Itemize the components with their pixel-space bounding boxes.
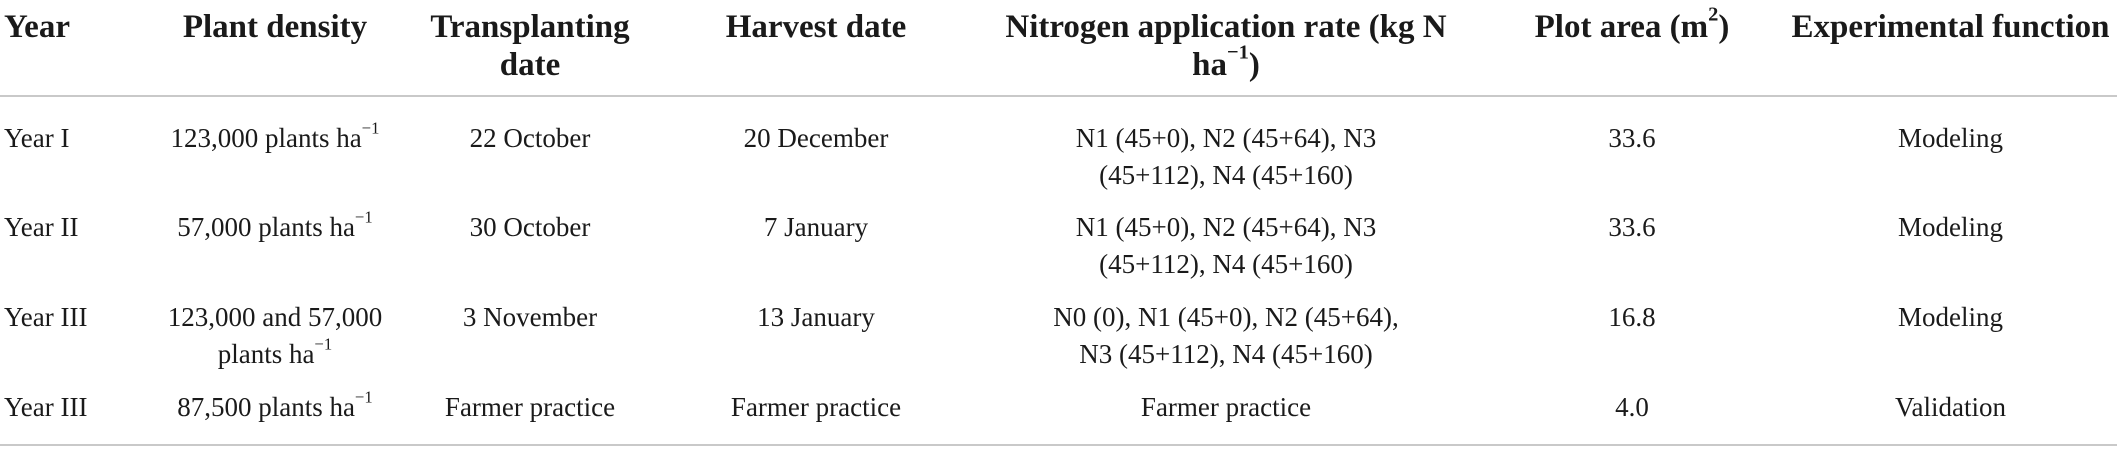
- cell-plant-density: 87,500 plants ha−1: [150, 389, 400, 445]
- cell-harvest-date: Farmer practice: [730, 392, 902, 422]
- cell-nitrogen-rate-text: N1 (45+0), N2 (45+64), N3 (45+112), N4 (…: [1075, 212, 1377, 279]
- header-plot-area-text: Plot area (m: [1534, 9, 1709, 45]
- cell-nitrogen-rate-text: N0 (0), N1 (45+0), N2 (45+64), N3 (45+11…: [1053, 302, 1399, 369]
- cell-transplanting-date: Farmer practice: [444, 392, 616, 422]
- header-harvest-date: Harvest date: [725, 9, 907, 45]
- cell-harvest-date: 13 January: [757, 302, 875, 332]
- cell-experimental-function: Validation: [1895, 392, 2006, 422]
- cell-experimental-function: Modeling: [1898, 302, 2003, 332]
- cell-experimental-function: Modeling: [1898, 123, 2003, 153]
- cell-plant-density-exponent: −1: [361, 118, 380, 138]
- cell-year: Year I: [4, 123, 70, 153]
- cell-nitrogen-rate: Farmer practice: [972, 389, 1480, 445]
- header-plot-area-exponent: 2: [1708, 3, 1719, 26]
- header-plant-density: Plant density: [182, 9, 368, 45]
- cell-plant-density: 123,000 and 57,000 plants ha−1: [150, 299, 400, 389]
- cell-plant-density-exponent: −1: [354, 387, 373, 407]
- cell-nitrogen-rate: N1 (45+0), N2 (45+64), N3 (45+112), N4 (…: [972, 96, 1480, 209]
- table-row: Year III 87,500 plants ha−1 Farmer pract…: [0, 389, 2117, 445]
- cell-nitrogen-rate-text: Farmer practice: [1140, 392, 1312, 422]
- header-nitrogen-rate-close: ): [1248, 47, 1260, 83]
- header-nitrogen-rate-text: Nitrogen application rate (kg N ha: [1005, 9, 1447, 83]
- header-nitrogen-rate: Nitrogen application rate (kg N ha−1): [972, 0, 1480, 96]
- cell-harvest-date: 7 January: [763, 212, 869, 242]
- cell-plant-density-text: 123,000 plants ha: [170, 123, 362, 153]
- table-body: Year I 123,000 plants ha−1 22 October 20…: [0, 96, 2117, 445]
- cell-plant-density: 57,000 plants ha−1: [150, 209, 400, 299]
- cell-plant-density-exponent: −1: [314, 334, 333, 354]
- cell-plant-density-text: 123,000 and 57,000 plants ha: [167, 302, 383, 369]
- cell-year: Year III: [4, 392, 88, 422]
- cell-nitrogen-rate-text: N1 (45+0), N2 (45+64), N3 (45+112), N4 (…: [1075, 123, 1377, 190]
- header-plot-area-close: ): [1718, 9, 1730, 45]
- header-year: Year: [4, 9, 70, 45]
- header-plot-area: Plot area (m2): [1480, 0, 1784, 96]
- cell-plot-area: 4.0: [1615, 392, 1649, 422]
- cell-year: Year II: [4, 212, 79, 242]
- cell-plant-density-text: 87,500 plants ha: [177, 392, 355, 422]
- table-row: Year II 57,000 plants ha−1 30 October 7 …: [0, 209, 2117, 299]
- header-experimental-function: Experimental function: [1791, 9, 2110, 45]
- header-transplanting-date: Transplanting date: [430, 9, 630, 83]
- cell-transplanting-date: 30 October: [469, 212, 591, 242]
- cell-harvest-date: 20 December: [743, 123, 889, 153]
- table-row: Year I 123,000 plants ha−1 22 October 20…: [0, 96, 2117, 209]
- cell-plant-density-text: 57,000 plants ha: [177, 212, 355, 242]
- cell-plant-density: 123,000 plants ha−1: [150, 96, 400, 209]
- cell-experimental-function: Modeling: [1898, 212, 2003, 242]
- header-row: Year Plant density Transplanting date Ha…: [0, 0, 2117, 96]
- cell-transplanting-date: 22 October: [469, 123, 591, 153]
- cell-nitrogen-rate: N1 (45+0), N2 (45+64), N3 (45+112), N4 (…: [972, 209, 1480, 299]
- cell-transplanting-date: 3 November: [462, 302, 598, 332]
- cell-plot-area: 33.6: [1608, 212, 1656, 242]
- cell-plot-area: 33.6: [1608, 123, 1656, 153]
- header-nitrogen-rate-exponent: −1: [1226, 41, 1249, 64]
- cell-plot-area: 16.8: [1608, 302, 1656, 332]
- table-header: Year Plant density Transplanting date Ha…: [0, 0, 2117, 96]
- cell-year: Year III: [4, 302, 88, 332]
- cell-plant-density-exponent: −1: [354, 207, 373, 227]
- table-row: Year III 123,000 and 57,000 plants ha−1 …: [0, 299, 2117, 389]
- experiment-table: Year Plant density Transplanting date Ha…: [0, 0, 2117, 445]
- cell-nitrogen-rate: N0 (0), N1 (45+0), N2 (45+64), N3 (45+11…: [972, 299, 1480, 389]
